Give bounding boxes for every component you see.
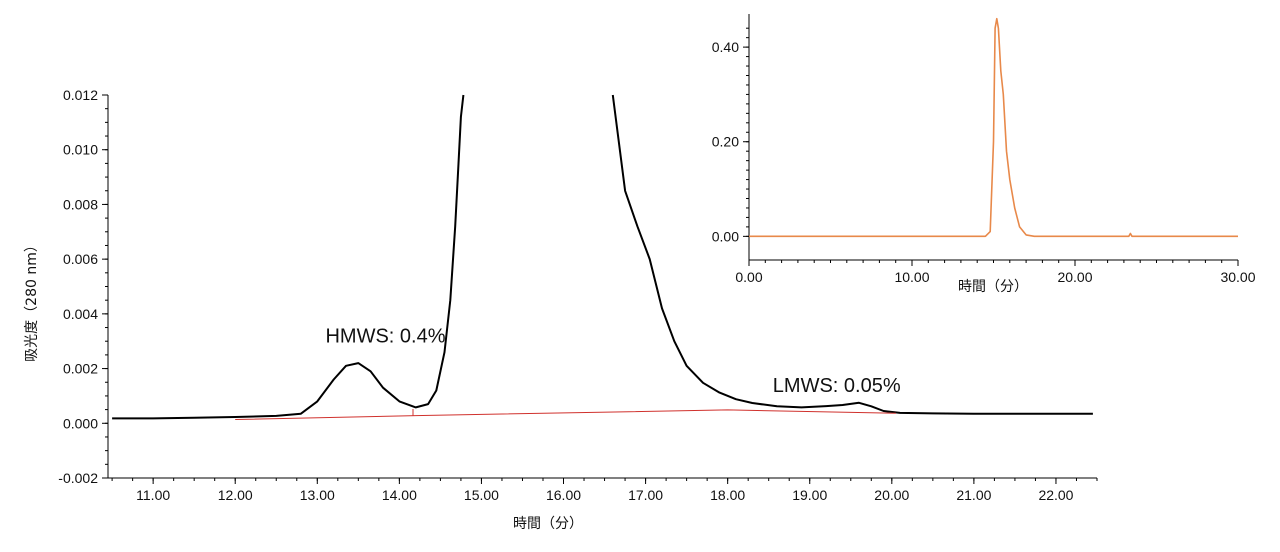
main-x-ticks: 11.00 12.00 13.00 14.00 15.00 16.00 17.00 18.00… xyxy=(111,478,1098,503)
inset-x-tick-label: 30.00 xyxy=(1220,269,1255,285)
inset-y-tick-label: 0.40 xyxy=(712,39,739,55)
main-x-tick-label: 14.00 xyxy=(382,487,417,503)
main-x-tick-label: 22.00 xyxy=(1038,487,1073,503)
main-x-tick-label: 18.00 xyxy=(710,487,745,503)
main-y-tick-label: 0.000 xyxy=(63,415,98,431)
inset-chromatogram-trace xyxy=(749,17,1238,238)
lmws-annotation: LMWS: 0.05% xyxy=(773,375,901,397)
inset-x-ticks: 0.00 10.00 20.00 30.00 xyxy=(735,260,1256,285)
inset-y-tick-label: 0.00 xyxy=(712,228,739,244)
main-x-tick-label: 13.00 xyxy=(300,487,335,503)
inset-chart: 0.00 0.20 0.40 0.00 10.00 20.00 30.00 時間（分） xyxy=(712,14,1256,295)
inset-x-tick-label: 10.00 xyxy=(894,269,929,285)
main-y-tick-label: 0.002 xyxy=(63,361,98,377)
main-x-tick-label: 15.00 xyxy=(464,487,499,503)
main-y-axis-title: 吸光度（280 nm） xyxy=(24,238,40,362)
main-x-tick-label: 17.00 xyxy=(628,487,663,503)
main-x-tick-label: 16.00 xyxy=(546,487,581,503)
inset-x-tick-label: 0.00 xyxy=(735,269,762,285)
main-y-tick-label: 0.004 xyxy=(63,306,98,322)
main-y-tick-label: 0.008 xyxy=(63,196,98,212)
main-series-group xyxy=(112,94,1093,420)
main-chart-axes xyxy=(107,95,1097,479)
main-y-tick-label: 0.006 xyxy=(63,251,98,267)
inset-series-group xyxy=(749,17,1238,238)
inset-x-axis-title: 時間（分） xyxy=(958,279,1028,295)
main-x-tick-label: 21.00 xyxy=(956,487,991,503)
baseline-integration-line xyxy=(235,409,896,420)
chromatogram-trace-segment-2 xyxy=(611,94,1093,415)
inset-y-tick-label: 0.20 xyxy=(712,134,739,150)
main-x-tick-label: 20.00 xyxy=(874,487,909,503)
chromatogram-trace-segment-1 xyxy=(112,94,465,420)
main-x-tick-label: 12.00 xyxy=(218,487,253,503)
hmws-annotation: HMWS: 0.4% xyxy=(325,326,445,348)
main-y-tick-label: -0.002 xyxy=(58,470,98,486)
inset-y-ticks: 0.00 0.20 0.40 xyxy=(712,27,749,244)
main-y-ticks: -0.002 0.000 0.002 0.004 0.006 0.008 0.010 0.01… xyxy=(58,87,108,486)
main-y-tick-label: 0.010 xyxy=(63,142,98,158)
inset-x-tick-label: 20.00 xyxy=(1057,269,1092,285)
main-x-tick-label: 11.00 xyxy=(136,487,170,503)
main-x-tick-label: 19.00 xyxy=(792,487,827,503)
main-x-axis-title: 時間（分） xyxy=(513,516,583,532)
main-y-tick-label: 0.012 xyxy=(63,87,98,103)
